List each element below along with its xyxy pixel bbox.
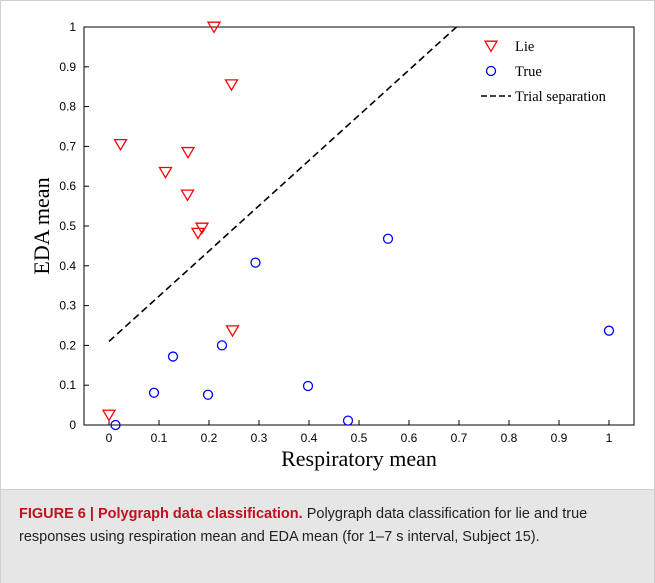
y-tick-label: 0.8	[59, 100, 76, 114]
y-axis-title: EDA mean	[29, 177, 54, 274]
x-tick-label: 0.8	[501, 431, 518, 445]
true-point	[382, 233, 394, 244]
legend-label-lie: Lie	[515, 39, 534, 55]
x-tick-label: 0.9	[551, 431, 568, 445]
x-tick-label: 0.6	[401, 431, 418, 445]
y-tick-label: 0.4	[59, 259, 76, 273]
lie-point	[158, 166, 173, 179]
lie-point	[180, 146, 196, 160]
legend-label-trial-separation: Trial separation	[515, 89, 607, 105]
y-tick-label: 0.9	[59, 60, 76, 74]
true-point	[148, 387, 160, 398]
y-tick-label: 0.6	[59, 179, 76, 193]
legend-lie-swatch	[483, 40, 499, 53]
x-tick-label: 1	[606, 431, 613, 445]
x-tick-label: 0.3	[251, 431, 268, 445]
legend-label-true: True	[515, 64, 542, 80]
x-tick-label: 0.2	[201, 431, 218, 445]
true-point	[202, 389, 214, 400]
true-point	[302, 380, 314, 392]
lie-point	[180, 189, 195, 202]
y-tick-label: 0.7	[59, 139, 76, 153]
x-tick-label: 0.5	[351, 431, 368, 445]
caption-title: Polygraph data classification.	[98, 506, 303, 522]
x-axis-title: Respiratory mean	[281, 446, 437, 471]
lie-point	[225, 325, 240, 338]
x-tick-label: 0.1	[151, 431, 168, 445]
caption-text: FIGURE 6 | Polygraph data classification…	[19, 503, 639, 549]
true-point	[110, 419, 121, 431]
lie-point	[101, 409, 117, 422]
y-tick-label: 0.1	[59, 378, 76, 392]
x-tick-label: 0	[106, 431, 113, 445]
true-point	[167, 351, 179, 362]
true-point	[250, 257, 261, 268]
trial-separation-line	[108, 26, 458, 343]
y-tick-label: 1	[69, 20, 76, 34]
y-tick-label: 0.3	[59, 299, 76, 313]
y-tick-label: 0.5	[59, 219, 76, 233]
caption-body: Polygraph data classification for lie an…	[19, 506, 588, 545]
true-point	[603, 325, 615, 336]
true-point	[342, 415, 354, 426]
lie-point	[206, 21, 222, 34]
plot-box	[83, 26, 635, 426]
legend-true-swatch	[485, 65, 497, 77]
y-tick-label: 0	[69, 418, 76, 432]
x-tick-label: 0.7	[451, 431, 468, 445]
x-tick-label: 0.4	[301, 431, 318, 445]
figure-caption: FIGURE 6 | Polygraph data classification…	[1, 489, 654, 583]
y-tick-label: 0.2	[59, 338, 76, 352]
lie-point	[224, 79, 239, 92]
true-point	[216, 340, 228, 351]
lie-point	[113, 138, 128, 152]
scatter-chart: 0 0.1 0.2 0.3 0.4 0.5 0.6 0.7 0.8 0.9 1 0 0.1 0.2 0.3 0…	[29, 20, 635, 471]
lie-point	[190, 227, 206, 240]
caption-label: FIGURE 6 |	[19, 506, 94, 522]
